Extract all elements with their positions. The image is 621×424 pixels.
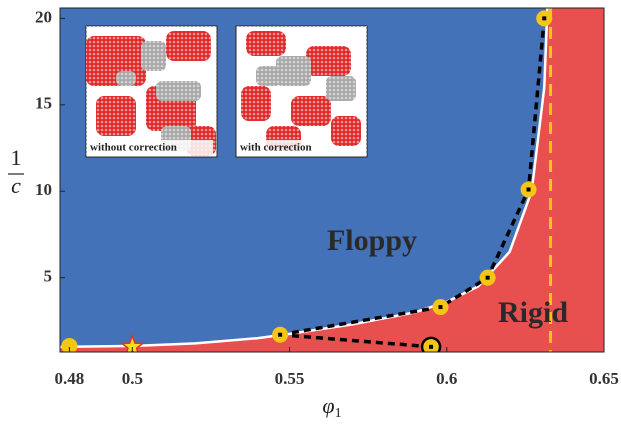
x-tick-label: 0.6 <box>436 369 457 388</box>
inset-caption: with correction <box>240 142 312 154</box>
point-center <box>429 344 434 349</box>
plot-frame <box>59 7 605 353</box>
y-label-denominator: c <box>11 173 21 198</box>
data-point <box>61 337 78 352</box>
y-label-numerator: 1 <box>11 145 22 170</box>
caption-bg <box>237 140 327 156</box>
inset: without correction <box>85 25 218 158</box>
x-axis-label: φ1 <box>322 393 341 421</box>
point-center <box>526 187 531 192</box>
inset-caption: without correction <box>90 142 177 154</box>
x-tick-label: 0.48 <box>55 369 85 388</box>
x-tick-label: 0.55 <box>275 369 305 388</box>
caption-bg <box>87 140 213 156</box>
x-tick-label: 0.65 <box>589 369 619 388</box>
correction-path <box>279 332 432 349</box>
x-tick-label: 0.5 <box>122 369 143 388</box>
inset-texture <box>236 26 367 157</box>
x-label-subscript: 1 <box>335 406 342 421</box>
y-tick-label: 15 <box>35 94 52 113</box>
point-center <box>542 16 547 21</box>
point-center <box>278 332 283 337</box>
x-label-symbol: φ <box>322 393 334 418</box>
region-label: Rigid <box>498 296 568 329</box>
y-tick-label: 5 <box>44 267 53 286</box>
point-center <box>485 275 490 280</box>
inset: with correction <box>235 25 368 158</box>
point-center <box>438 305 443 310</box>
inset-texture <box>86 26 217 157</box>
y-tick-label: 20 <box>35 7 52 26</box>
plot-area: Floppy Rigid without correction with correc… <box>60 8 604 352</box>
region-label: Floppy <box>327 224 417 257</box>
y-tick-label: 10 <box>35 180 52 199</box>
